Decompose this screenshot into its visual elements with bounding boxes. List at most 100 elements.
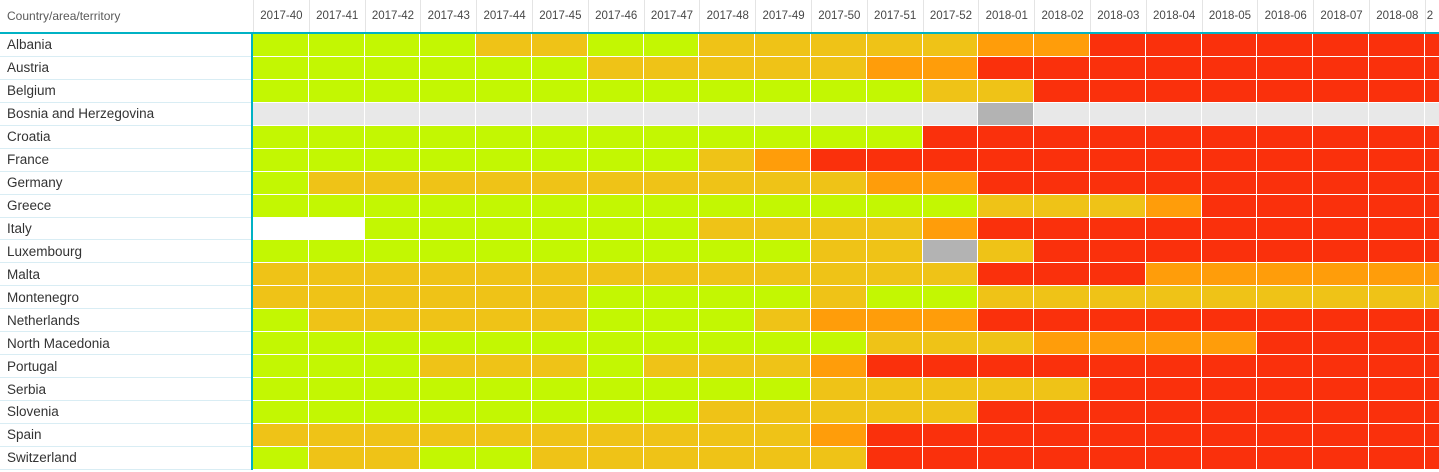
- heatmap-cell-belgium-2017-40[interactable]: [253, 79, 309, 103]
- heatmap-cell-greece-2018-03[interactable]: [1089, 194, 1146, 218]
- heatmap-cell-bosnia-and-herzegovina-2018-07[interactable]: [1313, 102, 1369, 126]
- heatmap-cell-portugal-2018-04[interactable]: [1145, 355, 1202, 379]
- heatmap-cell-serbia-2017-47[interactable]: [643, 378, 700, 401]
- heatmap-cell-croatia-2017-40[interactable]: [253, 125, 309, 149]
- heatmap-cell-spain-2018-02[interactable]: [1034, 423, 1090, 447]
- column-header-2017-45[interactable]: 2017-45: [531, 0, 588, 32]
- heatmap-cell-spain-2017-52[interactable]: [922, 423, 979, 447]
- heatmap-cell-serbia-2018-06[interactable]: [1257, 378, 1314, 401]
- heatmap-cell-montenegro-2017-47[interactable]: [643, 286, 700, 310]
- heatmap-cell-germany-2018-04[interactable]: [1145, 171, 1202, 195]
- heatmap-cell-netherlands-2017-52[interactable]: [922, 309, 979, 333]
- heatmap-cell-slovenia-2018-03[interactable]: [1089, 401, 1146, 424]
- heatmap-cell-slovenia-2018-01[interactable]: [978, 401, 1035, 424]
- heatmap-cell-luxembourg-2018-06[interactable]: [1257, 240, 1314, 264]
- heatmap-cell-germany-2018-01[interactable]: [978, 171, 1035, 195]
- heatmap-cell-germany-2017-50[interactable]: [810, 171, 867, 195]
- heatmap-cell-malta-2017-52[interactable]: [922, 263, 979, 287]
- heatmap-cell-serbia-2017-48[interactable]: [699, 378, 756, 401]
- heatmap-cell-north-macedonia-2017-48[interactable]: [699, 332, 756, 356]
- row-label-luxembourg[interactable]: Luxembourg: [0, 240, 253, 264]
- column-header-2017-44[interactable]: 2017-44: [476, 0, 532, 32]
- heatmap-cell-montenegro-2017-51[interactable]: [866, 286, 923, 310]
- heatmap-cell-germany-2017-49[interactable]: [755, 171, 811, 195]
- heatmap-cell-luxembourg-2017-47[interactable]: [643, 240, 700, 264]
- heatmap-cell-switzerland-2017-48[interactable]: [699, 446, 756, 470]
- heatmap-cell-netherlands-2017-42[interactable]: [364, 309, 421, 333]
- heatmap-cell-spain-2018-03[interactable]: [1089, 423, 1146, 447]
- heatmap-cell-serbia-2017-40[interactable]: [253, 378, 309, 401]
- heatmap-cell-italy-2018-08[interactable]: [1368, 217, 1425, 241]
- heatmap-cell-belgium-2017-47[interactable]: [643, 79, 700, 103]
- heatmap-cell-luxembourg-2018-03[interactable]: [1089, 240, 1146, 264]
- heatmap-cell-bosnia-and-herzegovina-2017-46[interactable]: [587, 102, 644, 126]
- heatmap-cell-germany-2018-06[interactable]: [1257, 171, 1314, 195]
- heatmap-cell-croatia-2017-49[interactable]: [755, 125, 811, 149]
- column-header-2017-41[interactable]: 2017-41: [308, 0, 365, 32]
- row-label-france[interactable]: France: [0, 149, 253, 172]
- column-header-2017-42[interactable]: 2017-42: [364, 0, 421, 32]
- heatmap-cell-slovenia-2017-44[interactable]: [476, 401, 532, 424]
- heatmap-cell-croatia-2018-01[interactable]: [978, 125, 1035, 149]
- heatmap-cell-serbia-2017-52[interactable]: [922, 378, 979, 401]
- heatmap-cell-france-2017-43[interactable]: [420, 148, 477, 172]
- heatmap-cell-germany-2017-51[interactable]: [866, 171, 923, 195]
- heatmap-cell-austria-2017-49[interactable]: [755, 56, 811, 80]
- heatmap-cell-belgium-2017-41[interactable]: [308, 79, 365, 103]
- heatmap-cell-malta-2018-01[interactable]: [978, 263, 1035, 287]
- heatmap-cell-netherlands-2017-45[interactable]: [531, 309, 588, 333]
- heatmap-cell-netherlands-2018-07[interactable]: [1313, 309, 1369, 333]
- heatmap-cell-bosnia-and-herzegovina-2017-51[interactable]: [866, 102, 923, 126]
- heatmap-cell-malta-2017-50[interactable]: [810, 263, 867, 287]
- heatmap-cell-greece-2017-47[interactable]: [643, 194, 700, 218]
- heatmap-cell-belgium-2018-04[interactable]: [1145, 79, 1202, 103]
- heatmap-cell-portugal-2017-42[interactable]: [364, 355, 421, 379]
- heatmap-cell-serbia-2017-45[interactable]: [531, 378, 588, 401]
- heatmap-cell-italy-2017-43[interactable]: [420, 217, 477, 241]
- heatmap-cell-serbia-2[interactable]: [1424, 378, 1439, 401]
- heatmap-cell-spain-2017-49[interactable]: [755, 423, 811, 447]
- heatmap-cell-croatia-2018-02[interactable]: [1034, 125, 1090, 149]
- heatmap-cell-luxembourg-2017-45[interactable]: [531, 240, 588, 264]
- heatmap-cell-serbia-2018-07[interactable]: [1313, 378, 1369, 401]
- heatmap-cell-albania-2017-49[interactable]: [755, 34, 811, 57]
- heatmap-cell-austria-2017-41[interactable]: [308, 56, 365, 80]
- heatmap-cell-italy-2017-42[interactable]: [364, 217, 421, 241]
- row-label-spain[interactable]: Spain: [0, 424, 253, 447]
- heatmap-cell-greece-2018-05[interactable]: [1201, 194, 1258, 218]
- heatmap-cell-belgium-2017-49[interactable]: [755, 79, 811, 103]
- heatmap-cell-switzerland-2017-49[interactable]: [755, 446, 811, 470]
- heatmap-cell-france-2018-08[interactable]: [1368, 148, 1425, 172]
- heatmap-cell-spain-2017-47[interactable]: [643, 423, 700, 447]
- heatmap-cell-portugal-2018-08[interactable]: [1368, 355, 1425, 379]
- heatmap-cell-bosnia-and-herzegovina-2017-42[interactable]: [364, 102, 421, 126]
- heatmap-cell-albania-2017-52[interactable]: [922, 34, 979, 57]
- heatmap-cell-bosnia-and-herzegovina-2017-48[interactable]: [699, 102, 756, 126]
- heatmap-cell-greece-2017-41[interactable]: [308, 194, 365, 218]
- heatmap-cell-switzerland-2017-46[interactable]: [587, 446, 644, 470]
- heatmap-cell-albania-2018-05[interactable]: [1201, 34, 1258, 57]
- row-label-greece[interactable]: Greece: [0, 195, 253, 218]
- heatmap-cell-croatia-2017-47[interactable]: [643, 125, 700, 149]
- heatmap-cell-albania-2[interactable]: [1424, 34, 1439, 57]
- heatmap-cell-bosnia-and-herzegovina-2018-04[interactable]: [1145, 102, 1202, 126]
- heatmap-cell-austria-2018-03[interactable]: [1089, 56, 1146, 80]
- heatmap-cell-austria-2[interactable]: [1424, 56, 1439, 80]
- heatmap-cell-croatia-2017-43[interactable]: [420, 125, 477, 149]
- heatmap-cell-portugal-2[interactable]: [1424, 355, 1439, 379]
- heatmap-cell-germany-2017-52[interactable]: [922, 171, 979, 195]
- heatmap-cell-france-2018-01[interactable]: [978, 148, 1035, 172]
- heatmap-cell-slovenia-2[interactable]: [1424, 401, 1439, 424]
- heatmap-cell-north-macedonia-2018-03[interactable]: [1089, 332, 1146, 356]
- heatmap-cell-luxembourg-2018-05[interactable]: [1201, 240, 1258, 264]
- heatmap-cell-malta-2017-41[interactable]: [308, 263, 365, 287]
- heatmap-cell-bosnia-and-herzegovina-2017-43[interactable]: [420, 102, 477, 126]
- heatmap-cell-north-macedonia-2018-01[interactable]: [978, 332, 1035, 356]
- heatmap-cell-germany-2017-46[interactable]: [587, 171, 644, 195]
- heatmap-cell-portugal-2017-50[interactable]: [810, 355, 867, 379]
- column-header-2018-06[interactable]: 2018-06: [1257, 0, 1313, 32]
- heatmap-cell-switzerland-2017-52[interactable]: [922, 446, 979, 470]
- heatmap-cell-switzerland-2018-02[interactable]: [1034, 446, 1090, 470]
- heatmap-cell-north-macedonia-2017-47[interactable]: [643, 332, 700, 356]
- heatmap-cell-italy-2017-40[interactable]: [253, 217, 309, 241]
